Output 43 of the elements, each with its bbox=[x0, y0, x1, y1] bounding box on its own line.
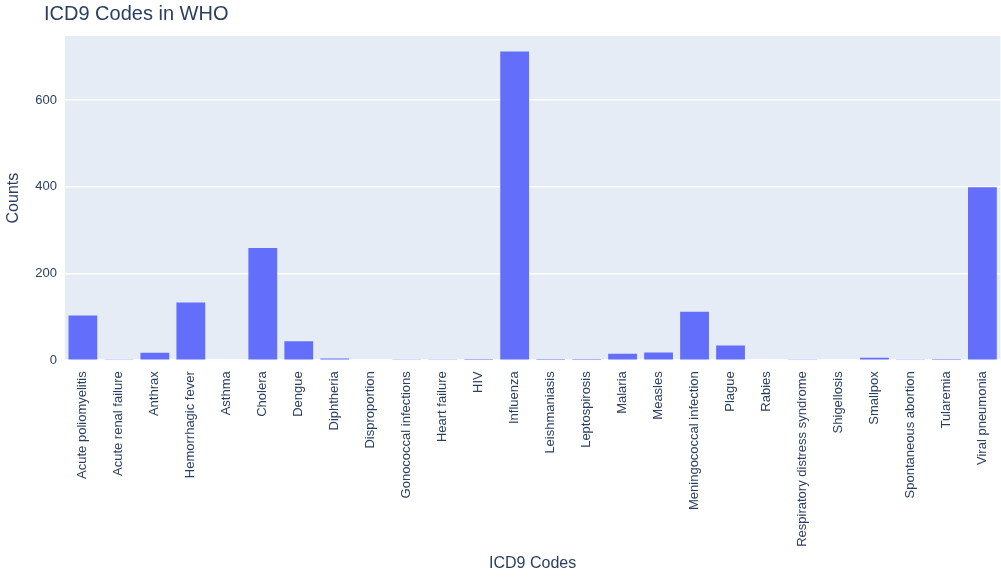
bar bbox=[176, 302, 206, 360]
x-tick-label: Meningococcal infection bbox=[686, 371, 702, 510]
bar bbox=[500, 51, 530, 360]
x-tick-label: Tularemia bbox=[938, 370, 953, 429]
x-tick-label: Leishmaniasis bbox=[542, 370, 558, 454]
bar bbox=[716, 345, 745, 360]
x-tick-label: Hemorrhagic fever bbox=[182, 370, 198, 479]
x-tick-label: Cholera bbox=[254, 370, 270, 417]
x-tick-label: Viral pneumonia bbox=[973, 370, 989, 465]
bar bbox=[968, 187, 997, 360]
x-tick-label: Gonococcal infections bbox=[398, 370, 414, 499]
x-tick-label: Acute renal failure bbox=[110, 371, 126, 477]
x-tick-label: Disproportion bbox=[362, 371, 378, 449]
chart-title: ICD9 Codes in WHO bbox=[44, 2, 229, 25]
bar bbox=[248, 247, 278, 360]
x-tick-label: Malaria bbox=[614, 370, 630, 414]
y-tick-label: 200 bbox=[35, 265, 57, 281]
x-tick-label: Plague bbox=[722, 371, 738, 412]
x-axis-title: ICD9 Codes bbox=[489, 553, 577, 571]
x-tick-label: Leptospirosis bbox=[578, 370, 594, 448]
x-tick-label: Influenza bbox=[506, 370, 522, 425]
y-tick-label: 0 bbox=[49, 351, 57, 367]
bar bbox=[140, 352, 170, 360]
x-tick-label: Dengue bbox=[290, 371, 306, 417]
x-tick-label: Rabies bbox=[758, 370, 774, 412]
x-tick-label: Respiratory distress syndrome bbox=[794, 371, 810, 547]
x-tick-label: Acute poliomyelitis bbox=[74, 370, 90, 479]
y-tick-label: 400 bbox=[35, 178, 57, 194]
y-axis-title: Counts bbox=[4, 172, 22, 224]
x-tick-label: Shigellosis bbox=[830, 370, 846, 434]
bar bbox=[680, 311, 709, 360]
x-tick-label: Asthma bbox=[218, 370, 234, 416]
y-tick-label: 600 bbox=[35, 91, 57, 107]
x-tick-label: Anthrax bbox=[146, 370, 162, 417]
x-tick-label: Diphtheria bbox=[326, 370, 342, 431]
x-tick-label: Heart failure bbox=[434, 371, 450, 443]
bar bbox=[68, 315, 98, 360]
bar bbox=[644, 352, 673, 360]
x-tick-label: HIV bbox=[470, 370, 486, 393]
x-tick-label: Smallpox bbox=[866, 370, 882, 425]
x-tick-label: Spontaneous abortion bbox=[902, 371, 918, 499]
bar bbox=[284, 341, 314, 360]
x-tick-label: Measles bbox=[650, 370, 666, 420]
